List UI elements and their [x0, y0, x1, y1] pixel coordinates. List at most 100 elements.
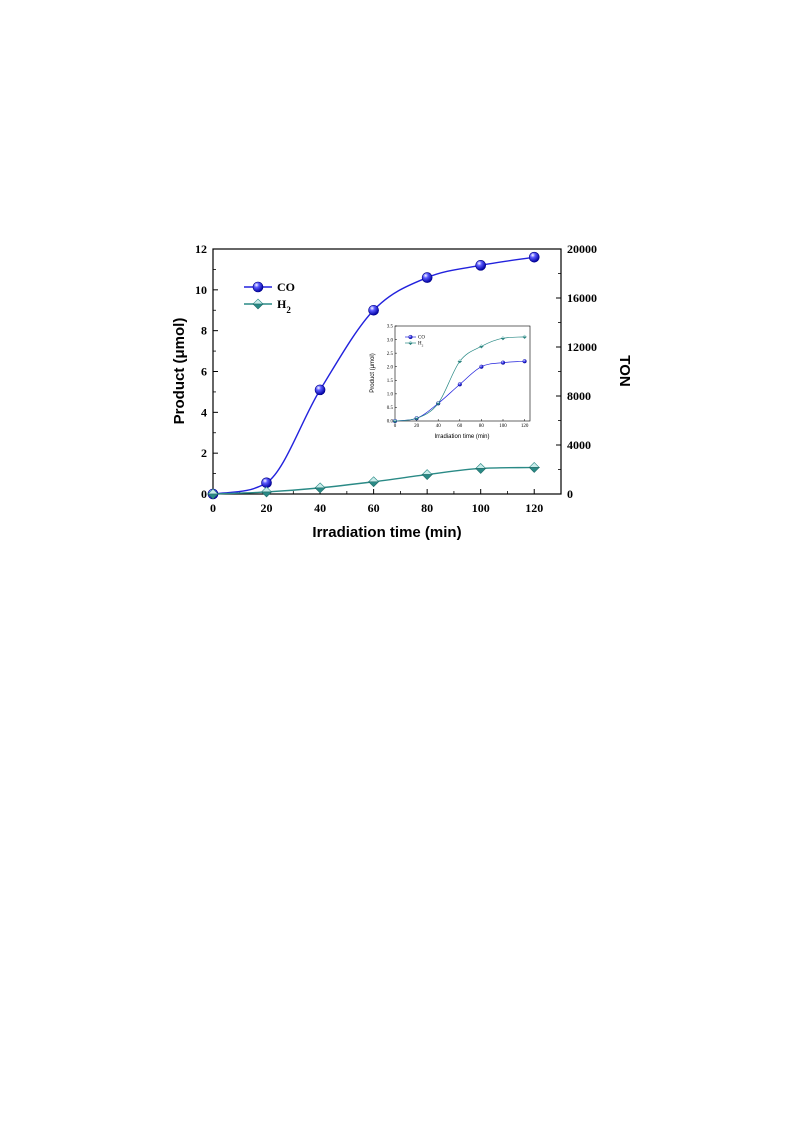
- inset-marker-h2-bottom: [435, 403, 441, 406]
- main-y2-tick-label: 12000: [567, 340, 597, 354]
- main-marker-co: [528, 251, 540, 263]
- inset-x-tick-label: 40: [436, 424, 442, 429]
- inset-x-tick-label: 0: [394, 424, 397, 429]
- inset-y-tick-label: 1.5: [387, 379, 394, 384]
- main-marker-h2-bottom: [367, 481, 380, 488]
- main-series-markers: [207, 251, 540, 500]
- main-x-axis-title: Irradiation time (min): [312, 524, 461, 541]
- main-marker-h2-top: [260, 486, 273, 493]
- main-y2-axis-title: TON: [616, 355, 633, 386]
- main-y-tick-label: 12: [195, 242, 207, 256]
- inset-series-lines: [394, 336, 525, 422]
- main-marker-h2-bottom: [421, 474, 433, 481]
- main-y2-tick-label: 0: [567, 487, 573, 501]
- inset-marker-h2: [500, 336, 506, 341]
- main-x-tick-label: 120: [525, 501, 543, 515]
- main-legend-h2-label: H2: [277, 297, 291, 315]
- main-marker-co: [475, 260, 486, 271]
- main-marker-h2: [474, 463, 487, 474]
- main-legend-co-label-main: CO: [277, 280, 295, 294]
- main-marker-h2-top: [474, 463, 487, 469]
- main-legend-h2-label-main: H: [277, 297, 287, 311]
- main-legend-marker-h2-bottom: [252, 303, 264, 310]
- main-y-tick-label: 0: [201, 487, 207, 501]
- inset-plot-frame: [394, 325, 531, 422]
- inset-x-tick-label: 20: [414, 424, 420, 429]
- inset-marker-h2-bottom: [479, 346, 484, 349]
- main-marker-h2-bottom: [314, 487, 326, 494]
- inset-series-markers: [392, 334, 527, 424]
- inset-x-axis-title: Irradiation time (min): [434, 434, 489, 440]
- main-x-tick-label: 100: [472, 501, 490, 515]
- main-y-tick-label: 6: [201, 365, 207, 379]
- inset-x-tick-label: 120: [521, 424, 529, 429]
- inset-marker-h2: [457, 359, 463, 364]
- main-marker-h2-top: [528, 462, 540, 468]
- inset-legend-h2-label-main: H: [418, 342, 422, 347]
- inset-marker-co: [457, 382, 462, 387]
- inset-y-tick-label: 1.0: [387, 393, 394, 398]
- main-marker-h2: [260, 486, 273, 498]
- inset-y-axis-title: Product (μmol): [370, 353, 376, 392]
- inset-x-tick-label: 60: [457, 424, 463, 429]
- inset-x-ticks: 0 20 40 60 80 100 120: [394, 419, 529, 429]
- main-marker-co: [368, 304, 379, 316]
- inset-x-tick-label: 80: [479, 424, 485, 429]
- main-legend-co-label: CO: [277, 280, 295, 294]
- main-x-tick-label: 0: [210, 501, 216, 515]
- main-marker-h2-bottom: [474, 468, 487, 474]
- inset-legend-marker-h2-top: [408, 340, 413, 344]
- main-y-axis-title: Product (μmol): [171, 318, 188, 425]
- inset-marker-h2-top: [500, 336, 506, 339]
- main-marker-h2-bottom: [528, 467, 540, 473]
- main-marker-h2: [207, 488, 219, 500]
- main-y-tick-label: 10: [195, 283, 207, 297]
- main-legend-h2-label-sub: 2: [286, 305, 291, 315]
- inset-legend-co-label-main: CO: [418, 336, 425, 341]
- main-y-tick-label: 8: [201, 324, 207, 338]
- inset-marker-h2: [392, 418, 398, 424]
- inset-marker-co: [522, 359, 527, 364]
- inset-marker-h2-bottom: [414, 418, 419, 421]
- main-y2-tick-label: 8000: [567, 389, 591, 403]
- inset-legend-marker-co: [408, 334, 413, 340]
- inset-legend-h2-label-sub: 2: [422, 344, 424, 348]
- main-x-tick-label: 60: [368, 501, 380, 515]
- inset-y-tick-label: 0.0: [387, 420, 394, 425]
- inset-line-h2: [394, 336, 525, 422]
- main-y-ticks: 0 2 4 6 8 10 12: [195, 242, 218, 501]
- inset-line-co: [394, 360, 525, 422]
- main-marker-h2: [314, 482, 326, 494]
- inset-marker-h2: [522, 334, 527, 339]
- main-marker-h2: [421, 469, 433, 481]
- main-x-ticks: 0 20 40 60 80 100 120: [210, 489, 543, 515]
- inset-marker-co: [500, 360, 506, 365]
- inset-y-tick-label: 2.5: [387, 352, 394, 357]
- main-plot-frame: [212, 248, 562, 495]
- inset-marker-co: [479, 364, 484, 369]
- inset-marker-h2: [435, 401, 441, 406]
- main-legend-marker-co: [252, 281, 264, 293]
- main-marker-h2-bottom: [207, 493, 219, 500]
- main-y-tick-label: 2: [201, 446, 207, 460]
- inset-legend-marker-h2-bottom: [408, 342, 413, 346]
- inset-legend-co-label: CO: [418, 336, 425, 341]
- main-x-tick-label: 40: [314, 501, 326, 515]
- inset-marker-h2-bottom: [392, 420, 398, 424]
- inset-marker-h2: [414, 416, 419, 421]
- main-legend-marker-h2-top: [252, 298, 264, 305]
- main-y2-tick-label: 16000: [567, 291, 597, 305]
- inset-marker-h2: [479, 344, 484, 349]
- main-marker-co: [421, 272, 433, 283]
- main-marker-h2-top: [314, 482, 326, 489]
- inset-y-tick-label: 3.0: [387, 338, 394, 343]
- inset-marker-h2-top: [522, 334, 527, 338]
- main-marker-h2-top: [367, 476, 380, 483]
- inset-marker-h2-bottom: [500, 338, 506, 341]
- main-marker-co: [314, 384, 326, 396]
- main-y-tick-label: 4: [201, 405, 207, 419]
- inset-marker-h2-bottom: [522, 336, 527, 339]
